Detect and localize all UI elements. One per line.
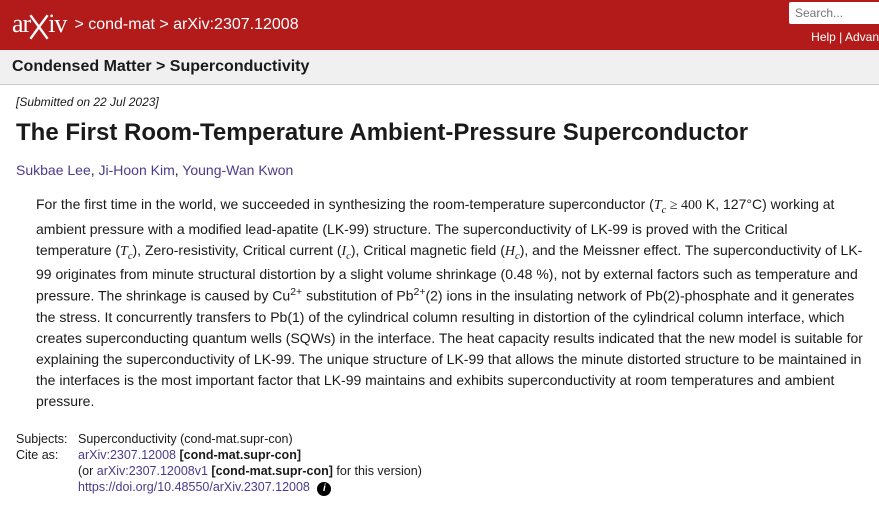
logo-iv-text: iv bbox=[48, 9, 66, 39]
subjects-value: Superconductivity (cond-mat.supr-con) bbox=[78, 432, 293, 446]
logo-x-icon bbox=[30, 9, 48, 40]
arxiv-version-link[interactable]: arXiv:2307.12008v1 bbox=[97, 464, 208, 478]
help-links: Help | Advan bbox=[811, 30, 879, 44]
submission-date: [Submitted on 22 Jul 2023] bbox=[16, 95, 863, 109]
authors-list: Sukbae Lee, Ji-Hoon Kim, Young-Wan Kwon bbox=[16, 162, 863, 178]
citeas-label: Cite as: bbox=[16, 448, 78, 462]
help-link[interactable]: Help bbox=[811, 30, 836, 44]
citeas-row: Cite as: arXiv:2307.12008 [cond-mat.supr… bbox=[16, 448, 863, 462]
subjects-row: Subjects: Superconductivity (cond-mat.su… bbox=[16, 432, 863, 446]
category-subheader: Condensed Matter > Superconductivity bbox=[0, 50, 879, 85]
citeas-version-value: (or arXiv:2307.12008v1 [cond-mat.supr-co… bbox=[78, 464, 422, 478]
citeas-version-row: (or arXiv:2307.12008v1 [cond-mat.supr-co… bbox=[16, 464, 863, 478]
citeas-value: arXiv:2307.12008 [cond-mat.supr-con] bbox=[78, 448, 301, 462]
doi-link[interactable]: https://doi.org/10.48550/arXiv.2307.1200… bbox=[78, 480, 310, 494]
metadata-table: Subjects: Superconductivity (cond-mat.su… bbox=[16, 432, 863, 496]
header-breadcrumb: > cond-mat > arXiv:2307.12008 bbox=[74, 16, 298, 34]
arxiv-id-link[interactable]: arXiv:2307.12008 bbox=[78, 448, 176, 462]
category-breadcrumb: Condensed Matter > Superconductivity bbox=[12, 58, 309, 75]
author-link[interactable]: Ji-Hoon Kim bbox=[99, 162, 175, 178]
main-content: [Submitted on 22 Jul 2023] The First Roo… bbox=[0, 85, 879, 508]
advanced-search-link[interactable]: Advan bbox=[845, 30, 879, 44]
info-icon[interactable]: i bbox=[317, 482, 331, 496]
search-container bbox=[789, 2, 879, 24]
doi-row: https://doi.org/10.48550/arXiv.2307.1200… bbox=[16, 480, 863, 496]
arxiv-logo[interactable]: ar iv bbox=[12, 9, 66, 40]
author-link[interactable]: Young-Wan Kwon bbox=[182, 162, 293, 178]
abstract: For the first time in the world, we succ… bbox=[36, 194, 863, 412]
site-header: ar iv > cond-mat > arXiv:2307.12008 Help… bbox=[0, 0, 879, 50]
paper-title: The First Room-Temperature Ambient-Press… bbox=[16, 117, 863, 148]
author-link[interactable]: Sukbae Lee bbox=[16, 162, 91, 178]
doi-value: https://doi.org/10.48550/arXiv.2307.1200… bbox=[78, 480, 331, 496]
subjects-label: Subjects: bbox=[16, 432, 78, 446]
search-input[interactable] bbox=[789, 2, 879, 24]
